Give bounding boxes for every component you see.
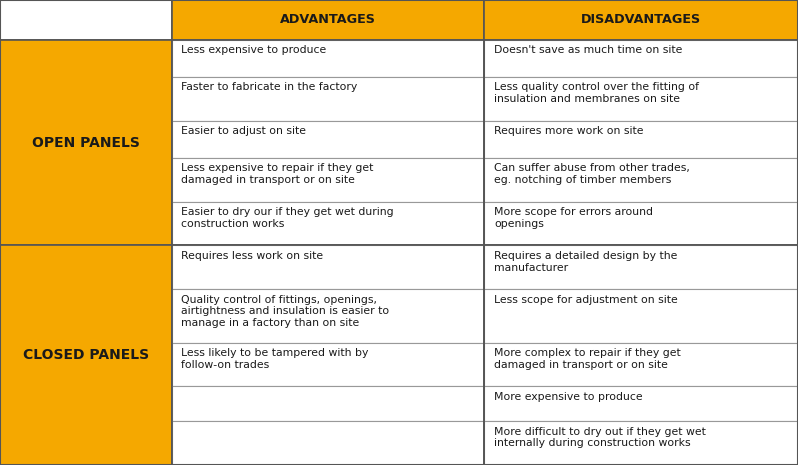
Bar xyxy=(172,158,484,201)
Bar xyxy=(484,343,798,386)
Text: Can suffer abuse from other trades,
eg. notching of timber members: Can suffer abuse from other trades, eg. … xyxy=(494,163,689,185)
Bar xyxy=(484,40,798,77)
Text: Faster to fabricate in the factory: Faster to fabricate in the factory xyxy=(181,82,358,93)
Text: More difficult to dry out if they get wet
internally during construction works: More difficult to dry out if they get we… xyxy=(494,427,706,448)
Text: Requires less work on site: Requires less work on site xyxy=(181,251,323,261)
Text: OPEN PANELS: OPEN PANELS xyxy=(32,136,140,150)
Text: Requires a detailed design by the
manufacturer: Requires a detailed design by the manufa… xyxy=(494,251,678,272)
Text: Quality control of fittings, openings,
airtightness and insulation is easier to
: Quality control of fittings, openings, a… xyxy=(181,295,389,328)
Bar xyxy=(172,246,484,465)
Bar xyxy=(172,246,484,289)
Bar xyxy=(484,386,798,421)
Text: Easier to dry our if they get wet during
construction works: Easier to dry our if they get wet during… xyxy=(181,207,393,229)
Text: ADVANTAGES: ADVANTAGES xyxy=(280,13,376,27)
Bar xyxy=(172,77,484,120)
Bar xyxy=(172,343,484,386)
Text: More scope for errors around
openings: More scope for errors around openings xyxy=(494,207,653,229)
Text: More expensive to produce: More expensive to produce xyxy=(494,392,642,402)
Bar xyxy=(484,201,798,246)
Bar xyxy=(172,120,484,158)
Text: Doesn't save as much time on site: Doesn't save as much time on site xyxy=(494,46,682,55)
Bar xyxy=(0,40,172,246)
Bar xyxy=(484,246,798,289)
Text: Less scope for adjustment on site: Less scope for adjustment on site xyxy=(494,295,678,305)
Bar xyxy=(484,246,798,465)
Text: Requires more work on site: Requires more work on site xyxy=(494,126,643,136)
Bar xyxy=(484,120,798,158)
Text: DISADVANTAGES: DISADVANTAGES xyxy=(581,13,701,27)
Bar xyxy=(172,40,484,77)
Text: Easier to adjust on site: Easier to adjust on site xyxy=(181,126,306,136)
Bar xyxy=(484,40,798,246)
Bar xyxy=(172,40,484,246)
Text: Less expensive to produce: Less expensive to produce xyxy=(181,46,326,55)
Bar xyxy=(172,289,484,343)
Text: Less quality control over the fitting of
insulation and membranes on site: Less quality control over the fitting of… xyxy=(494,82,699,104)
Bar xyxy=(484,289,798,343)
Text: Less likely to be tampered with by
follow-on trades: Less likely to be tampered with by follo… xyxy=(181,348,369,370)
Text: More complex to repair if they get
damaged in transport or on site: More complex to repair if they get damag… xyxy=(494,348,681,370)
Bar xyxy=(484,0,798,40)
Bar xyxy=(0,0,172,40)
Bar xyxy=(484,158,798,201)
Bar xyxy=(0,246,172,465)
Bar xyxy=(172,201,484,246)
Bar xyxy=(484,77,798,120)
Bar xyxy=(172,421,484,465)
Bar xyxy=(172,0,484,40)
Text: CLOSED PANELS: CLOSED PANELS xyxy=(22,348,149,362)
Bar xyxy=(484,421,798,465)
Bar xyxy=(172,386,484,421)
Text: Less expensive to repair if they get
damaged in transport or on site: Less expensive to repair if they get dam… xyxy=(181,163,373,185)
